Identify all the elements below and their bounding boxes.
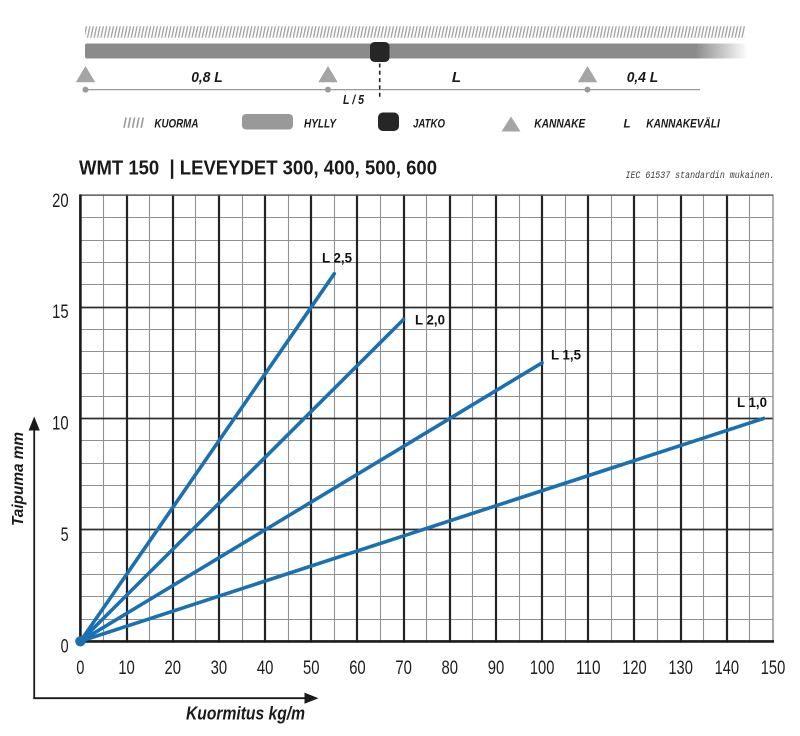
svg-text:Kuormitus kg/m: Kuormitus kg/m bbox=[186, 704, 305, 724]
svg-text:0,8 L: 0,8 L bbox=[191, 69, 223, 86]
svg-text:0: 0 bbox=[61, 635, 69, 657]
svg-text:130: 130 bbox=[668, 657, 693, 679]
svg-text:WMT 150 | LEVEYDET 300, 400,: WMT 150 | LEVEYDET 300, 400, 500, 600 bbox=[79, 158, 437, 180]
svg-text:L 2,0: L 2,0 bbox=[415, 312, 445, 328]
svg-text:L 1,5: L 1,5 bbox=[551, 347, 581, 363]
svg-text:L 1,0: L 1,0 bbox=[737, 394, 767, 410]
svg-text:30: 30 bbox=[211, 657, 228, 679]
svg-text:40: 40 bbox=[257, 657, 274, 679]
svg-text:20: 20 bbox=[52, 190, 69, 212]
svg-text:L 2,5: L 2,5 bbox=[322, 250, 352, 266]
svg-text:L: L bbox=[452, 69, 461, 86]
svg-text:90: 90 bbox=[488, 657, 505, 679]
svg-text:10: 10 bbox=[52, 413, 69, 435]
svg-text:140: 140 bbox=[715, 657, 740, 679]
svg-text:KUORMA: KUORMA bbox=[154, 118, 198, 130]
svg-text:JATKO: JATKO bbox=[413, 118, 445, 130]
svg-text:70: 70 bbox=[395, 657, 412, 679]
svg-text:60: 60 bbox=[349, 657, 366, 679]
svg-text:0,4 L: 0,4 L bbox=[627, 69, 659, 86]
svg-text:15: 15 bbox=[52, 301, 69, 323]
svg-text:L / 5: L / 5 bbox=[343, 92, 365, 107]
svg-text:Taipuma mm: Taipuma mm bbox=[10, 432, 27, 526]
svg-text:10: 10 bbox=[118, 657, 135, 679]
svg-text:L: L bbox=[624, 118, 631, 130]
svg-text:5: 5 bbox=[61, 524, 69, 546]
svg-text:80: 80 bbox=[442, 657, 459, 679]
svg-text:100: 100 bbox=[530, 657, 555, 679]
svg-text:KANNAKEVÄLI: KANNAKEVÄLI bbox=[646, 117, 720, 130]
svg-text:IEC 61537 standardin mukainen.: IEC 61537 standardin mukainen. bbox=[626, 170, 775, 182]
svg-text:20: 20 bbox=[164, 657, 181, 679]
svg-text:150: 150 bbox=[761, 657, 786, 679]
svg-text:KANNAKE: KANNAKE bbox=[534, 118, 585, 130]
svg-text:HYLLY: HYLLY bbox=[304, 118, 337, 130]
svg-text:0: 0 bbox=[76, 657, 84, 679]
svg-text:110: 110 bbox=[576, 657, 601, 679]
svg-text:50: 50 bbox=[303, 657, 320, 679]
svg-text:120: 120 bbox=[622, 657, 647, 679]
